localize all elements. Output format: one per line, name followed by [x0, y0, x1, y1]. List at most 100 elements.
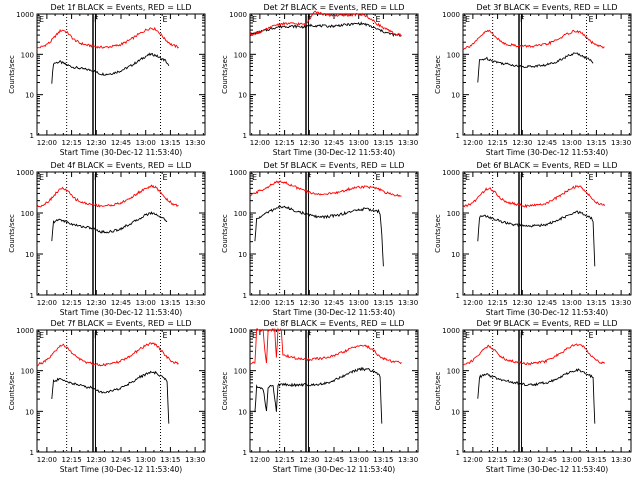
marker-e: E: [163, 173, 168, 182]
y-tick-label: 100: [21, 210, 34, 218]
panel-title: Det 4f BLACK = Events, RED = LLD: [50, 161, 191, 170]
x-tick-label: 12:15: [61, 139, 81, 147]
x-tick-label: 12:45: [111, 456, 131, 464]
marker-f: E: [39, 15, 44, 24]
marker-e: E: [589, 331, 594, 340]
x-tick-label: 13:00: [136, 456, 156, 464]
y-tick-label: 1: [243, 449, 247, 457]
y-tick-label: 1000: [16, 11, 34, 19]
x-tick-label: 13:30: [185, 456, 205, 464]
panel-9: Det 9f BLACK = Events, RED = LLD 1 10 100 10…: [434, 319, 632, 474]
x-tick-label: 13:00: [349, 299, 369, 307]
marker-f: E: [252, 173, 257, 182]
marker-e: E: [589, 173, 594, 182]
marker-f: F: [520, 173, 525, 182]
series-lld-line: [462, 343, 605, 366]
marker-e: E: [376, 173, 381, 182]
y-axis-label: Counts/sec: [434, 372, 442, 411]
x-axis-label: Start Time (30-Dec-12 11:53:40): [60, 148, 182, 157]
x-tick-label: 12:15: [274, 456, 294, 464]
marker-f: E: [39, 173, 44, 182]
x-tick-label: 12:45: [324, 299, 344, 307]
x-tick-label: 13:00: [349, 139, 369, 147]
x-tick-label: 13:30: [185, 299, 205, 307]
y-tick-label: 100: [234, 210, 247, 218]
x-tick-label: 12:15: [487, 139, 507, 147]
panel-1: Det 1f BLACK = Events, RED = LLD 1 10 100 10…: [8, 3, 206, 157]
x-tick-label: 12:30: [299, 139, 319, 147]
x-tick-label: 13:15: [586, 139, 606, 147]
panel-title: Det 3f BLACK = Events, RED = LLD: [476, 3, 617, 12]
x-tick-label: 12:00: [250, 456, 270, 464]
x-tick-label: 12:00: [250, 299, 270, 307]
plot-frame: [36, 171, 206, 296]
y-tick-label: 100: [21, 51, 34, 59]
x-tick-label: 12:30: [86, 299, 106, 307]
marker-e: E: [376, 331, 381, 340]
x-tick-label: 12:30: [86, 456, 106, 464]
x-tick-label: 13:15: [586, 299, 606, 307]
series-events-line: [249, 21, 402, 37]
x-tick-label: 12:45: [537, 456, 557, 464]
y-tick-label: 10: [25, 92, 34, 100]
marker-e: E: [163, 331, 168, 340]
plot-frame: [36, 13, 206, 136]
y-axis-label: Counts/sec: [8, 372, 16, 411]
panel-7: Det 7f BLACK = Events, RED = LLD 1 10 100 10…: [8, 319, 206, 474]
panel-5: Det 5f BLACK = Events, RED = LLD 1 10 100 10…: [221, 161, 419, 317]
x-tick-label: 13:30: [398, 456, 418, 464]
series-events-line: [477, 52, 594, 83]
marker-f: F: [94, 15, 99, 24]
x-axis-label: Start Time (30-Dec-12 11:53:40): [486, 308, 608, 317]
series-lld-line: [249, 327, 402, 365]
x-axis-label: Start Time (30-Dec-12 11:53:40): [273, 465, 395, 474]
x-tick-label: 12:15: [274, 139, 294, 147]
x-tick-label: 13:30: [611, 139, 631, 147]
plot-frame: [462, 329, 632, 453]
y-tick-label: 10: [25, 251, 34, 259]
y-tick-label: 100: [447, 210, 460, 218]
y-axis-label: Counts/sec: [8, 214, 16, 253]
y-tick-label: 100: [234, 51, 247, 59]
x-tick-label: 12:00: [250, 139, 270, 147]
marker-e: E: [589, 15, 594, 24]
series-events-line: [51, 52, 170, 84]
marker-f: E: [465, 15, 470, 24]
series-lld-line: [462, 184, 605, 209]
y-tick-label: 10: [451, 408, 460, 416]
plot-frame: [462, 13, 632, 136]
series-events-line: [477, 210, 596, 267]
y-tick-label: 100: [234, 368, 247, 376]
x-tick-label: 12:00: [463, 456, 483, 464]
series-lld-line: [36, 342, 179, 367]
y-tick-label: 10: [238, 251, 247, 259]
y-tick-label: 1: [243, 132, 247, 140]
series-events-line: [51, 370, 170, 424]
panel-4: Det 4f BLACK = Events, RED = LLD 1 10 100 10…: [8, 161, 206, 317]
panel-title: Det 5f BLACK = Events, RED = LLD: [263, 161, 404, 170]
x-tick-label: 12:45: [324, 139, 344, 147]
x-tick-label: 12:45: [324, 456, 344, 464]
plot-frame: [249, 171, 419, 296]
x-tick-label: 12:45: [537, 299, 557, 307]
y-tick-label: 10: [238, 92, 247, 100]
y-axis-label: Counts/sec: [434, 214, 442, 253]
x-tick-label: 12:45: [537, 139, 557, 147]
x-tick-label: 13:30: [398, 299, 418, 307]
marker-f: E: [252, 15, 257, 24]
y-tick-label: 1: [456, 292, 460, 300]
y-tick-label: 1000: [442, 11, 460, 19]
x-tick-label: 13:30: [611, 456, 631, 464]
x-tick-label: 12:00: [37, 139, 57, 147]
y-tick-label: 100: [447, 51, 460, 59]
x-tick-label: 12:00: [37, 456, 57, 464]
y-tick-label: 1000: [229, 11, 247, 19]
y-tick-label: 10: [451, 251, 460, 259]
plot-frame: [462, 171, 632, 296]
y-tick-label: 100: [447, 368, 460, 376]
x-tick-label: 12:15: [274, 299, 294, 307]
x-tick-label: 13:00: [562, 139, 582, 147]
y-tick-label: 1: [30, 132, 34, 140]
x-tick-label: 13:00: [136, 139, 156, 147]
series-lld-line: [462, 29, 605, 50]
